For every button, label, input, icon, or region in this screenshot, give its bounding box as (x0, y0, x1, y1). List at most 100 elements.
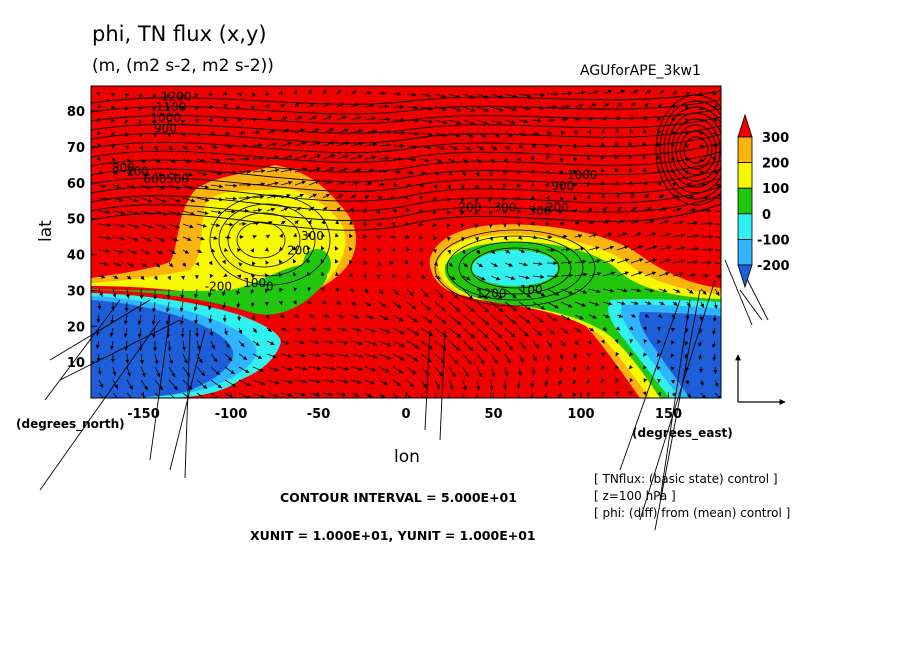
flux-vector (266, 327, 272, 332)
flux-vector (448, 301, 461, 312)
flux-vector (350, 128, 363, 134)
flux-vector (266, 181, 279, 186)
flux-vector (530, 182, 536, 187)
flux-vector (376, 209, 380, 215)
flux-vector (642, 128, 647, 134)
flux-vector (516, 196, 521, 201)
flux-vector (670, 130, 675, 135)
y-tick-label: 20 (67, 320, 85, 335)
flux-vector (574, 314, 584, 320)
flux-vector (601, 181, 605, 186)
flux-vector (447, 249, 451, 254)
flux-vector (644, 301, 652, 305)
flux-vector (140, 249, 150, 255)
flux-vector (336, 207, 341, 212)
flux-vector (179, 301, 184, 312)
flux-vector (223, 327, 228, 336)
flux-vector (154, 249, 163, 255)
flux-vector (182, 184, 195, 190)
flux-vector (462, 327, 475, 339)
flux-vector (572, 208, 578, 214)
flux-vector (474, 223, 479, 229)
flux-vector (601, 129, 605, 134)
flux-vector (658, 90, 665, 95)
flux-vector (250, 301, 255, 308)
flux-vector (434, 314, 447, 325)
contour-label: 0 (266, 279, 274, 293)
flux-vector (461, 249, 466, 255)
flux-vector (252, 366, 265, 373)
flux-vector (587, 207, 592, 213)
flux-vector (378, 182, 385, 187)
flux-vector (588, 90, 599, 95)
flux-vector (560, 273, 574, 278)
flux-vector (670, 353, 675, 358)
flux-vector (322, 180, 333, 186)
colorbar-label: -200 (757, 259, 790, 274)
flux-vector (278, 300, 283, 306)
flux-vector (672, 207, 682, 212)
flux-vector (98, 379, 104, 388)
x-axis-label: lon (394, 447, 420, 467)
flux-vector (530, 156, 534, 161)
flux-vector (140, 184, 151, 190)
flux-vector (196, 353, 203, 364)
flux-vector (392, 327, 405, 335)
flux-vector (322, 167, 335, 173)
flux-vector (349, 233, 353, 239)
flux-vector (658, 219, 670, 225)
contour-label: 500 (166, 172, 189, 186)
flux-vector (336, 340, 349, 345)
flux-vector (196, 210, 209, 215)
flux-vector (462, 288, 473, 300)
contour-label: -200 (205, 279, 232, 293)
flux-vector-overflow (39, 259, 769, 531)
flux-vector (224, 131, 231, 136)
flux-vector (559, 353, 564, 360)
flux-vector (252, 195, 265, 200)
flux-vector (574, 340, 579, 346)
flux-vector (476, 327, 489, 339)
flux-vector (266, 207, 276, 212)
flux-vector (601, 194, 605, 199)
flux-vector (196, 223, 208, 228)
flux-vector (588, 103, 597, 108)
flux-vector (320, 245, 325, 251)
flux-vector (126, 210, 140, 216)
contour-line (671, 118, 721, 182)
flux-vector (476, 119, 489, 125)
flux-vector (126, 171, 134, 176)
flux-vector (280, 379, 294, 384)
flux-vector (378, 288, 384, 295)
flux-vector (322, 206, 328, 212)
flux-vector (560, 288, 574, 295)
flux-vector (476, 106, 490, 112)
flux-vector (252, 327, 257, 333)
flux-vector (406, 366, 417, 375)
flux-vector (307, 219, 312, 225)
flux-vector (504, 93, 518, 99)
flux-vector (224, 379, 237, 388)
flux-vector (588, 314, 597, 319)
contour-fill-cyan-right (472, 250, 558, 286)
flux-vector (600, 378, 605, 383)
flux-vector (530, 379, 535, 388)
flux-vector (350, 366, 363, 372)
flux-vector (602, 326, 608, 331)
flux-vector (462, 132, 474, 138)
flux-vector (208, 301, 212, 311)
flux-vector (112, 249, 124, 254)
contour-label: 600 (144, 172, 167, 186)
flux-vector (125, 145, 129, 150)
flux-vector (489, 236, 493, 242)
flux-vector (98, 183, 107, 188)
flux-vector (308, 340, 320, 345)
flux-vector (322, 154, 336, 160)
flux-vector (504, 145, 511, 150)
flux-vector (335, 220, 339, 225)
colorbar-box (737, 187, 753, 215)
flux-vector (713, 366, 718, 375)
flux-vector (406, 92, 417, 97)
contour-line (446, 235, 584, 301)
flux-vector (686, 246, 700, 251)
